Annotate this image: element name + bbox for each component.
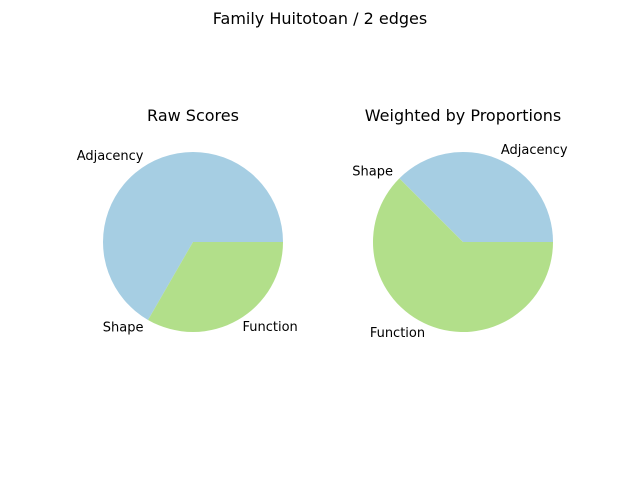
- pie-title: Raw Scores: [147, 106, 239, 125]
- pie-title: Weighted by Proportions: [365, 106, 561, 125]
- pie-slice-adjacency: [399, 151, 553, 242]
- pie-label-adjacency: Adjacency: [501, 143, 568, 158]
- pie-label-shape: Shape: [352, 165, 393, 180]
- pie-label-shape: Shape: [103, 320, 144, 335]
- pie-label-adjacency: Adjacency: [77, 149, 144, 164]
- pie-slice-function: [148, 242, 283, 332]
- figure-title: Family Huitotoan / 2 edges: [213, 9, 427, 28]
- pie-label-function: Function: [370, 326, 425, 341]
- pie-chart-raw-scores: Raw Scores Adjacency Shape Function: [77, 106, 298, 335]
- pie-label-function: Function: [243, 320, 298, 335]
- pie-slice-adjacency: [103, 151, 283, 320]
- pie-chart-weighted: Weighted by Proportions Adjacency Shape Fu…: [352, 106, 568, 341]
- pie-slice-function: [373, 178, 553, 332]
